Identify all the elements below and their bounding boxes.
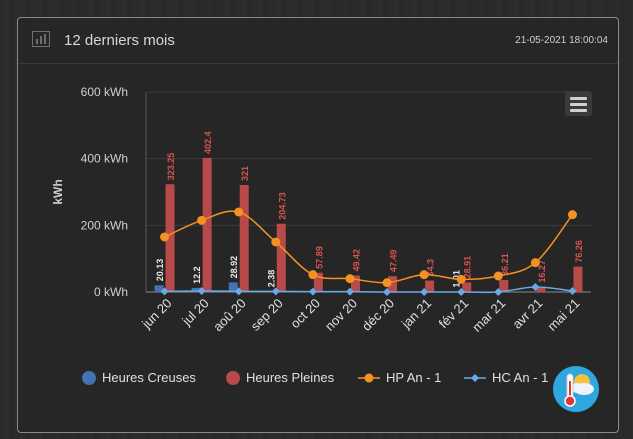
data-label-heures-pleines: 204.73 (277, 192, 287, 220)
bar-heures-pleines[interactable] (425, 280, 435, 292)
bar-heures-creuses[interactable] (154, 285, 164, 292)
point-hc-an-1[interactable] (308, 287, 317, 296)
x-tick-label: jun 20 (138, 296, 174, 332)
bar-heures-pleines[interactable] (499, 279, 509, 292)
x-tick-label: mar 21 (469, 296, 508, 335)
data-label-heures-creuses: 28.92 (229, 256, 239, 279)
point-hp-an-1[interactable] (456, 274, 466, 284)
data-label-heures-pleines: 76.26 (574, 240, 584, 263)
point-hc-an-1[interactable] (420, 288, 429, 296)
bar-heures-pleines[interactable] (276, 223, 286, 292)
bar-heures-creuses[interactable] (228, 282, 238, 292)
legend-label[interactable]: Heures Pleines (246, 370, 335, 385)
point-hc-an-1[interactable] (345, 287, 354, 296)
bar-heures-pleines[interactable] (165, 184, 175, 292)
point-hc-an-1[interactable] (457, 288, 466, 296)
x-tick-label: oct 20 (287, 296, 323, 332)
line-hp-an-1 (164, 210, 574, 284)
y-tick-label: 400 kWh (81, 152, 128, 166)
legend-label[interactable]: HC An - 1 (492, 370, 548, 385)
data-label-heures-pleines: 49.42 (351, 249, 361, 272)
bar-heures-pleines[interactable] (573, 266, 583, 292)
legend-marker[interactable] (226, 371, 240, 385)
bar-heures-pleines[interactable] (462, 282, 472, 292)
bar-heures-pleines[interactable] (388, 276, 398, 292)
bar-heures-pleines[interactable] (202, 157, 212, 292)
bar-heures-pleines[interactable] (350, 275, 360, 292)
data-label-heures-creuses: 2.38 (266, 270, 276, 288)
point-hp-an-1[interactable] (197, 215, 207, 225)
point-hc-an-1[interactable] (383, 288, 392, 296)
point-hp-an-1[interactable] (567, 210, 577, 220)
legend-label[interactable]: Heures Creuses (102, 370, 196, 385)
data-label-heures-pleines: 57.89 (314, 246, 324, 269)
hamburger-menu-bar (570, 109, 587, 112)
data-label-heures-pleines: 36.21 (500, 253, 510, 276)
point-hp-an-1[interactable] (160, 232, 170, 242)
x-tick-label: sep 20 (248, 296, 286, 334)
point-hp-an-1[interactable] (271, 237, 281, 247)
panel-title: 12 derniers mois (64, 32, 175, 49)
point-hp-an-1[interactable] (308, 270, 318, 280)
point-hp-an-1[interactable] (234, 207, 244, 217)
point-hc-an-1[interactable] (531, 283, 540, 291)
bar-heures-pleines[interactable] (313, 272, 323, 292)
x-tick-label: déc 20 (359, 296, 397, 334)
y-tick-label: 200 kWh (81, 218, 128, 232)
hamburger-menu-bar (570, 97, 587, 100)
data-label-heures-pleines: 34.3 (426, 259, 436, 277)
point-hp-an-1[interactable] (419, 270, 429, 280)
data-label-heures-pleines: 402.4 (203, 131, 213, 154)
hamburger-menu-bar (570, 103, 587, 106)
panel-header: 12 derniers mois 21-05-2021 18:00:04 (18, 18, 618, 64)
data-label-heures-pleines: 16.27 (537, 260, 547, 283)
weather-thermometer-icon[interactable] (553, 366, 599, 412)
data-label-heures-pleines: 28.91 (463, 256, 473, 279)
x-tick-label: aoû 20 (210, 296, 249, 335)
x-tick-label: jan 21 (398, 296, 434, 332)
x-tick-label: avr 21 (509, 296, 545, 332)
point-hc-an-1[interactable] (568, 287, 577, 295)
point-hc-an-1[interactable] (494, 288, 503, 296)
bar-heures-pleines[interactable] (239, 185, 249, 292)
point-hp-an-1[interactable] (493, 271, 503, 281)
point-hp-an-1[interactable] (530, 258, 540, 268)
point-hc-an-1[interactable] (271, 287, 280, 296)
point-hc-an-1[interactable] (197, 287, 206, 295)
bar-heures-creuses[interactable] (191, 287, 201, 292)
y-tick-label: 0 kWh (94, 285, 128, 299)
legend-label[interactable]: HP An - 1 (386, 370, 441, 385)
y-tick-label: 600 kWh (81, 85, 128, 99)
data-label-heures-pleines: 321 (240, 166, 250, 181)
point-hc-an-1[interactable] (234, 287, 243, 296)
point-hp-an-1[interactable] (345, 274, 355, 284)
legend-marker[interactable] (471, 374, 479, 382)
data-label-heures-creuses: 12.2 (192, 266, 202, 284)
data-label-heures-pleines: 47.49 (389, 250, 399, 273)
x-tick-label: mai 21 (544, 296, 582, 334)
point-hc-an-1[interactable] (160, 287, 169, 296)
bar-chart-icon (32, 31, 50, 47)
legend-marker[interactable] (364, 373, 374, 383)
point-hp-an-1[interactable] (382, 278, 392, 288)
x-tick-label: jul 20 (178, 296, 211, 329)
data-label-heures-pleines: 323.25 (166, 153, 176, 181)
last-update-timestamp: 21-05-2021 18:00:04 (515, 35, 608, 46)
data-label-heures-creuses: 20.13 (155, 259, 165, 282)
bar-heures-pleines[interactable] (536, 286, 546, 292)
legend-marker[interactable] (82, 371, 96, 385)
x-tick-label: fév 21 (436, 296, 472, 332)
y-axis-label: kWh (51, 179, 65, 204)
x-tick-label: nov 20 (322, 296, 360, 334)
